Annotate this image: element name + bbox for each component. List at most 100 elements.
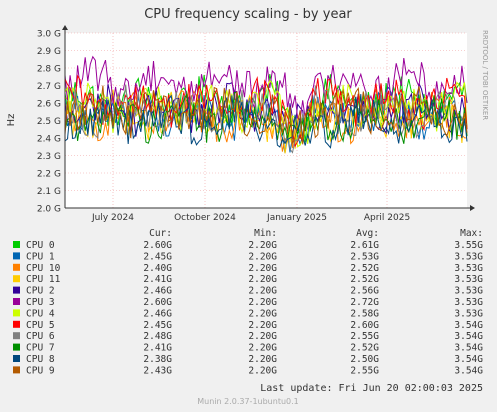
legend-swatch bbox=[13, 343, 20, 351]
legend-swatch bbox=[13, 252, 20, 260]
y-tick-label: 2.4 G bbox=[37, 135, 61, 145]
y-tick-label: 2.6 G bbox=[37, 100, 61, 110]
series-line-cpu-11 bbox=[64, 89, 468, 154]
legend-value-max: 3.53G bbox=[454, 297, 483, 308]
legend-series-name: CPU 10 bbox=[26, 263, 61, 274]
legend-value-min: 2.20G bbox=[248, 297, 277, 308]
y-tick-label: 2.9 G bbox=[37, 47, 61, 57]
legend-value-cur: 2.40G bbox=[143, 263, 172, 274]
legend-value-max: 3.54G bbox=[454, 343, 483, 354]
legend-swatch bbox=[13, 286, 20, 294]
legend-series-name: CPU 0 bbox=[26, 240, 55, 251]
legend-value-avg: 2.55G bbox=[350, 365, 379, 376]
x-axis-arrow bbox=[470, 205, 475, 211]
legend-value-max: 3.53G bbox=[454, 274, 483, 285]
legend-value-avg: 2.52G bbox=[350, 274, 379, 285]
legend-swatch bbox=[13, 298, 20, 305]
series-line-cpu-9 bbox=[64, 85, 468, 145]
legend-value-min: 2.20G bbox=[248, 320, 277, 331]
legend-value-min: 2.20G bbox=[248, 354, 277, 365]
legend-value-cur: 2.60G bbox=[143, 240, 172, 251]
legend-swatch bbox=[13, 332, 20, 340]
munin-version-footer: Munin 2.0.37-1ubuntu0.1 bbox=[197, 397, 299, 406]
legend-value-avg: 2.61G bbox=[350, 240, 379, 251]
legend-value-max: 3.53G bbox=[454, 308, 483, 319]
legend-series-name: CPU 4 bbox=[26, 308, 55, 319]
series-lines bbox=[64, 55, 468, 154]
legend-value-max: 3.54G bbox=[454, 320, 483, 331]
legend-value-cur: 2.41G bbox=[143, 343, 172, 354]
legend-value-avg: 2.58G bbox=[350, 308, 379, 319]
legend-swatch bbox=[13, 263, 20, 271]
legend-value-cur: 2.38G bbox=[143, 354, 172, 365]
y-tick-label: 2.0 G bbox=[37, 205, 61, 215]
legend-value-min: 2.20G bbox=[248, 365, 277, 376]
legend-series-name: CPU 7 bbox=[26, 343, 55, 354]
legend-value-avg: 2.60G bbox=[350, 320, 379, 331]
legend-value-max: 3.53G bbox=[454, 263, 483, 274]
legend-value-max: 3.53G bbox=[454, 251, 483, 262]
legend-series-name: CPU 5 bbox=[26, 320, 55, 331]
legend-value-avg: 2.55G bbox=[350, 331, 379, 342]
legend-header-avg: Avg: bbox=[356, 228, 379, 239]
legend-value-min: 2.20G bbox=[248, 263, 277, 274]
legend-value-max: 3.54G bbox=[454, 354, 483, 365]
y-tick-label: 2.2 G bbox=[37, 170, 61, 180]
y-tick-label: 2.5 G bbox=[37, 117, 61, 127]
x-tick-label: April 2025 bbox=[364, 213, 410, 223]
legend-value-min: 2.20G bbox=[248, 251, 277, 262]
legend-swatch bbox=[13, 355, 20, 362]
legend-series-name: CPU 8 bbox=[26, 354, 55, 365]
legend-value-min: 2.20G bbox=[248, 274, 277, 285]
legend-value-cur: 2.45G bbox=[143, 320, 172, 331]
legend-swatch bbox=[13, 366, 20, 374]
legend-header-min: Min: bbox=[254, 228, 277, 239]
legend-value-cur: 2.46G bbox=[143, 308, 172, 319]
legend-value-avg: 2.53G bbox=[350, 251, 379, 262]
legend-series-name: CPU 3 bbox=[26, 297, 55, 308]
last-update-text: Last update: Fri Jun 20 02:00:03 2025 bbox=[260, 383, 483, 394]
x-tick-label: October 2024 bbox=[174, 213, 236, 223]
legend-value-min: 2.20G bbox=[248, 331, 277, 342]
legend-value-avg: 2.52G bbox=[350, 263, 379, 274]
chart-title: CPU frequency scaling - by year bbox=[144, 7, 352, 22]
y-tick-label: 2.8 G bbox=[37, 65, 61, 75]
legend-value-min: 2.20G bbox=[248, 286, 277, 297]
y-axis-label: Hz bbox=[6, 114, 17, 127]
legend-value-max: 3.53G bbox=[454, 286, 483, 297]
legend-header-cur: Cur: bbox=[149, 228, 172, 239]
legend-swatch bbox=[13, 275, 20, 283]
y-tick-label: 2.3 G bbox=[37, 152, 61, 162]
legend-value-cur: 2.60G bbox=[143, 297, 172, 308]
legend-swatch bbox=[13, 241, 20, 248]
legend-value-max: 3.55G bbox=[454, 240, 483, 251]
x-tick-label: July 2024 bbox=[91, 213, 134, 223]
axes bbox=[62, 25, 475, 211]
legend-header-max: Max: bbox=[460, 228, 483, 239]
legend-value-cur: 2.48G bbox=[143, 331, 172, 342]
legend-swatch bbox=[13, 320, 20, 328]
legend-value-min: 2.20G bbox=[248, 343, 277, 354]
x-tick-label: January 2025 bbox=[266, 213, 327, 223]
y-tick-label: 2.7 G bbox=[37, 82, 61, 92]
legend-value-cur: 2.43G bbox=[143, 365, 172, 376]
tick-labels: 2.0 G 2.1 G 2.2 G 2.3 G 2.4 G 2.5 G 2.6 G 2.7 G… bbox=[37, 30, 410, 224]
legend-series-name: CPU 9 bbox=[26, 365, 55, 376]
legend-value-min: 2.20G bbox=[248, 240, 277, 251]
legend-value-avg: 2.72G bbox=[350, 297, 379, 308]
legend-series-name: CPU 2 bbox=[26, 286, 55, 297]
legend-value-max: 3.54G bbox=[454, 365, 483, 376]
y-tick-label: 2.1 G bbox=[37, 187, 61, 197]
legend-series-name: CPU 11 bbox=[26, 274, 61, 285]
y-axis-arrow bbox=[62, 25, 68, 30]
legend-value-avg: 2.56G bbox=[350, 286, 379, 297]
legend: Cur: Min: Avg: Max: CPU 0 2.60G 2.20G 2.61G 3.55… bbox=[13, 228, 483, 376]
y-tick-label: 3.0 G bbox=[37, 30, 61, 40]
legend-series-name: CPU 6 bbox=[26, 331, 55, 342]
legend-value-min: 2.20G bbox=[248, 308, 277, 319]
legend-value-max: 3.54G bbox=[454, 331, 483, 342]
legend-value-avg: 2.52G bbox=[350, 343, 379, 354]
series-line-cpu-3 bbox=[64, 55, 468, 121]
rrdtool-side-label: RRDTOOL / TOBI OETIKER bbox=[481, 30, 489, 120]
